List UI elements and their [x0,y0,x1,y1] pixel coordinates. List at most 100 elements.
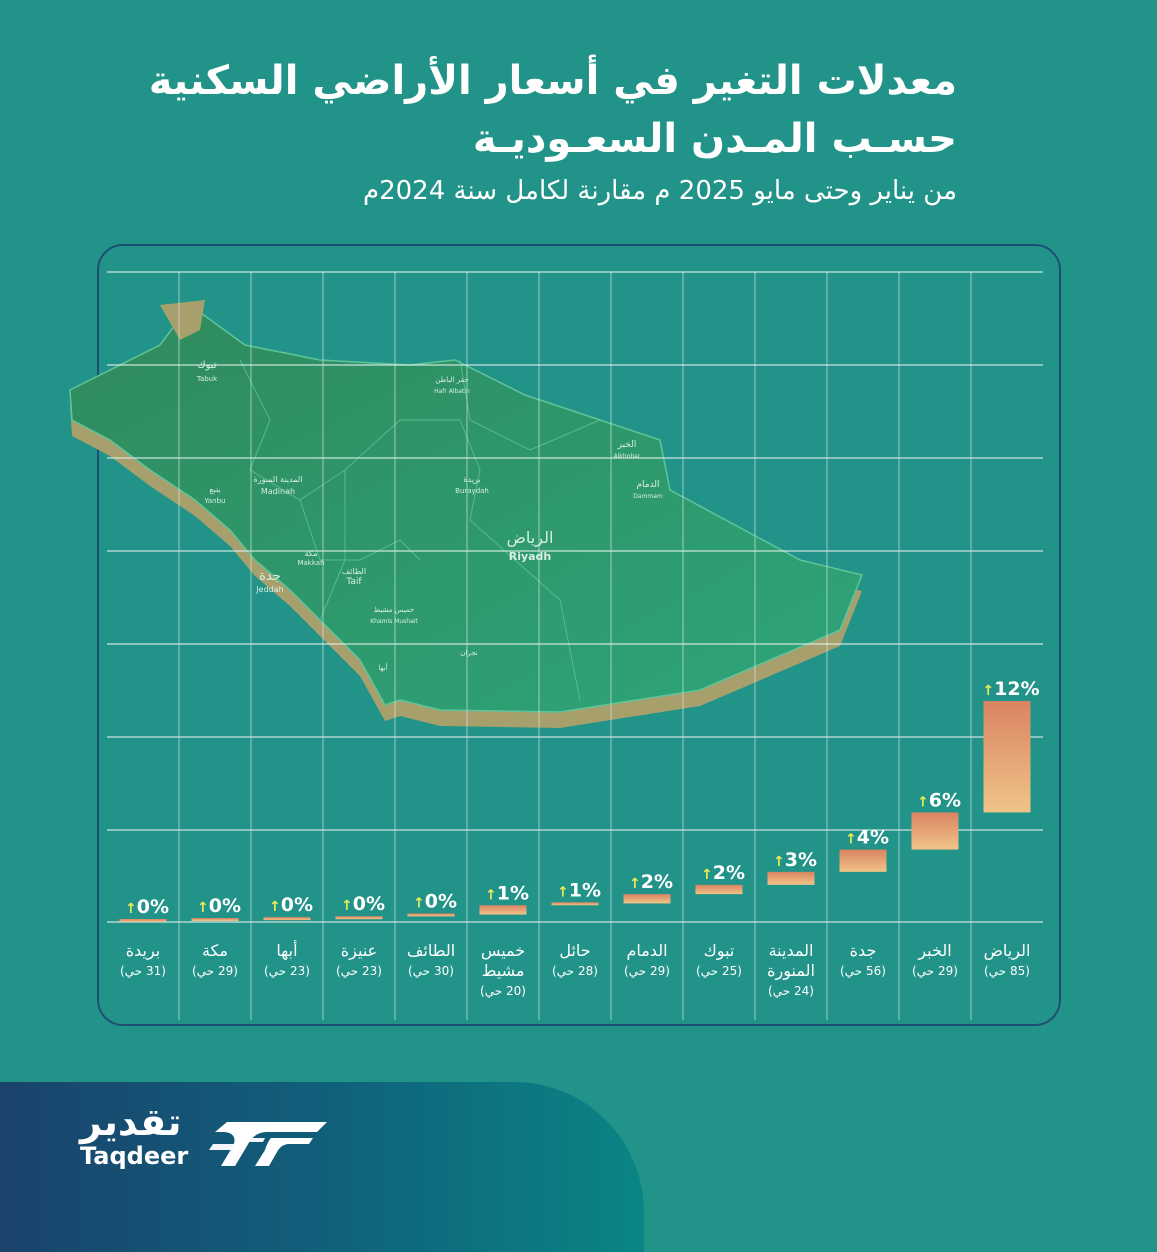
value-label-text: 0% [425,890,457,912]
value-label-text: 3% [785,849,817,871]
category-count-8: (25 حي) [696,964,742,978]
up-arrow-icon: ↑ [917,794,929,810]
category-label-1: مكة [202,941,228,960]
map-label: Yanbu [204,497,226,505]
map-label: Alkhobar [614,453,641,460]
value-label-text: 2% [641,871,673,893]
map-label: Madinah [261,487,295,496]
region-border [319,470,346,621]
chart-grid [107,271,1043,1020]
chart-svg: تبوك Tabuk المدينة المنورة Madinah ينبع … [69,271,1043,1020]
bar-0 [119,919,167,922]
up-arrow-icon: ↑ [773,854,785,870]
category-label-12: الرياض [984,941,1031,961]
category-label-2: أبها [276,940,297,961]
category-label-5: خميس [481,941,525,961]
region-border [459,419,581,701]
bar-1 [191,918,239,922]
bar-10 [839,849,887,872]
map-label: الخبر [617,440,637,450]
category-count-0: (31 حي) [120,964,166,978]
value-label-text: 2% [713,862,745,884]
category-label-3: عنيزة [341,941,377,961]
map-label: Jeddah [255,585,283,594]
value-label-text: 0% [353,893,385,915]
chart-category-labels: بريدة (31 حي) مكة (29 حي) أبها (23 حي) عنيزة (2… [120,940,1030,998]
value-label-text: 1% [497,882,529,904]
bar-12 [983,701,1031,813]
value-label-12: ↑12% [982,678,1039,700]
chart-panel [97,244,1061,1026]
value-label-6: ↑1% [557,879,601,901]
category-label-7: الدمام [626,941,667,960]
up-arrow-icon: ↑ [269,899,281,915]
map-label: خميس مشيط [374,606,414,614]
bar-4 [407,913,455,917]
map-label: أبها [378,663,387,672]
category-label-9: المدينة [769,941,814,960]
bar-7 [623,894,671,904]
category-label-10: جدة [850,941,877,960]
value-label-text: 12% [994,678,1039,700]
category-count-12: (85 حي) [984,964,1030,978]
chart-value-labels: ↑0% ↑0% ↑0% ↑0% ↑0% ↑1% ↑1% ↑2% ↑2% ↑3%↑4%↑6%↑12% [125,678,1040,918]
map-label: Taif [345,577,362,587]
map-label: Riyadh [509,550,552,563]
category-label-9: المنورة [767,961,815,981]
map-label: Makkah [297,559,324,567]
value-label-9: ↑3% [773,849,817,871]
map-label: المدينة المنورة [254,475,303,484]
bar-8 [695,884,743,895]
taqdeer-logo-icon [209,1122,327,1166]
bar-5 [479,905,527,915]
category-count-1: (29 حي) [192,964,238,978]
value-label-0: ↑0% [125,896,169,918]
value-label-4: ↑0% [413,890,457,912]
brand-name-english: Taqdeer [80,1142,189,1170]
brand-name-arabic: تقدير [80,1100,182,1144]
up-arrow-icon: ↑ [982,683,994,699]
map-label: حفر الباطن [435,376,468,384]
category-count-11: (29 حي) [912,964,958,978]
chart-title: معدلات التغير في أسعار الأراضي السكنية [148,58,957,104]
value-label-text: 6% [929,789,961,811]
map-label: الطائف [342,567,366,576]
map-label: Khamis Mushait [370,618,418,625]
map-label: Dammam [633,493,663,500]
map-label: جدة [259,569,281,584]
region-border [299,499,421,561]
chart-bars [119,701,1031,922]
value-label-2: ↑0% [269,894,313,916]
value-label-text: 4% [857,827,889,849]
chart-title-line2: حسـب المـدن السعـوديـة [472,116,957,162]
value-label-10: ↑4% [845,827,889,849]
up-arrow-icon: ↑ [341,898,353,914]
map-label: ينبع [209,485,220,494]
value-label-text: 0% [137,896,169,918]
up-arrow-icon: ↑ [485,887,497,903]
category-label-0: بريدة [126,941,161,961]
category-label-6: حائل [559,941,590,960]
region-border [459,359,601,451]
jordan-relief [160,300,205,340]
category-label-11: الخبر [917,941,951,961]
up-arrow-icon: ↑ [629,876,641,892]
chart-subtitle: من يناير وحتى مايو 2025 م مقارنة لكامل س… [362,176,957,206]
value-label-8: ↑2% [701,862,745,884]
up-arrow-icon: ↑ [701,867,713,883]
map-label: نجران [460,649,477,657]
value-label-text: 0% [281,894,313,916]
value-label-5: ↑1% [485,882,529,904]
value-label-3: ↑0% [341,893,385,915]
saudi-map-illustration: تبوك Tabuk المدينة المنورة Madinah ينبع … [69,300,864,728]
map-label: الرياض [507,528,554,548]
category-count-7: (29 حي) [624,964,670,978]
bar-2 [263,917,311,921]
category-label-8: تبوك [704,941,735,961]
value-label-7: ↑2% [629,871,673,893]
category-count-5: (20 حي) [480,984,526,998]
bar-3 [335,916,383,920]
category-label-5: مشيط [482,961,525,980]
map-label: Tabuk [196,375,218,383]
bar-11 [911,812,959,850]
